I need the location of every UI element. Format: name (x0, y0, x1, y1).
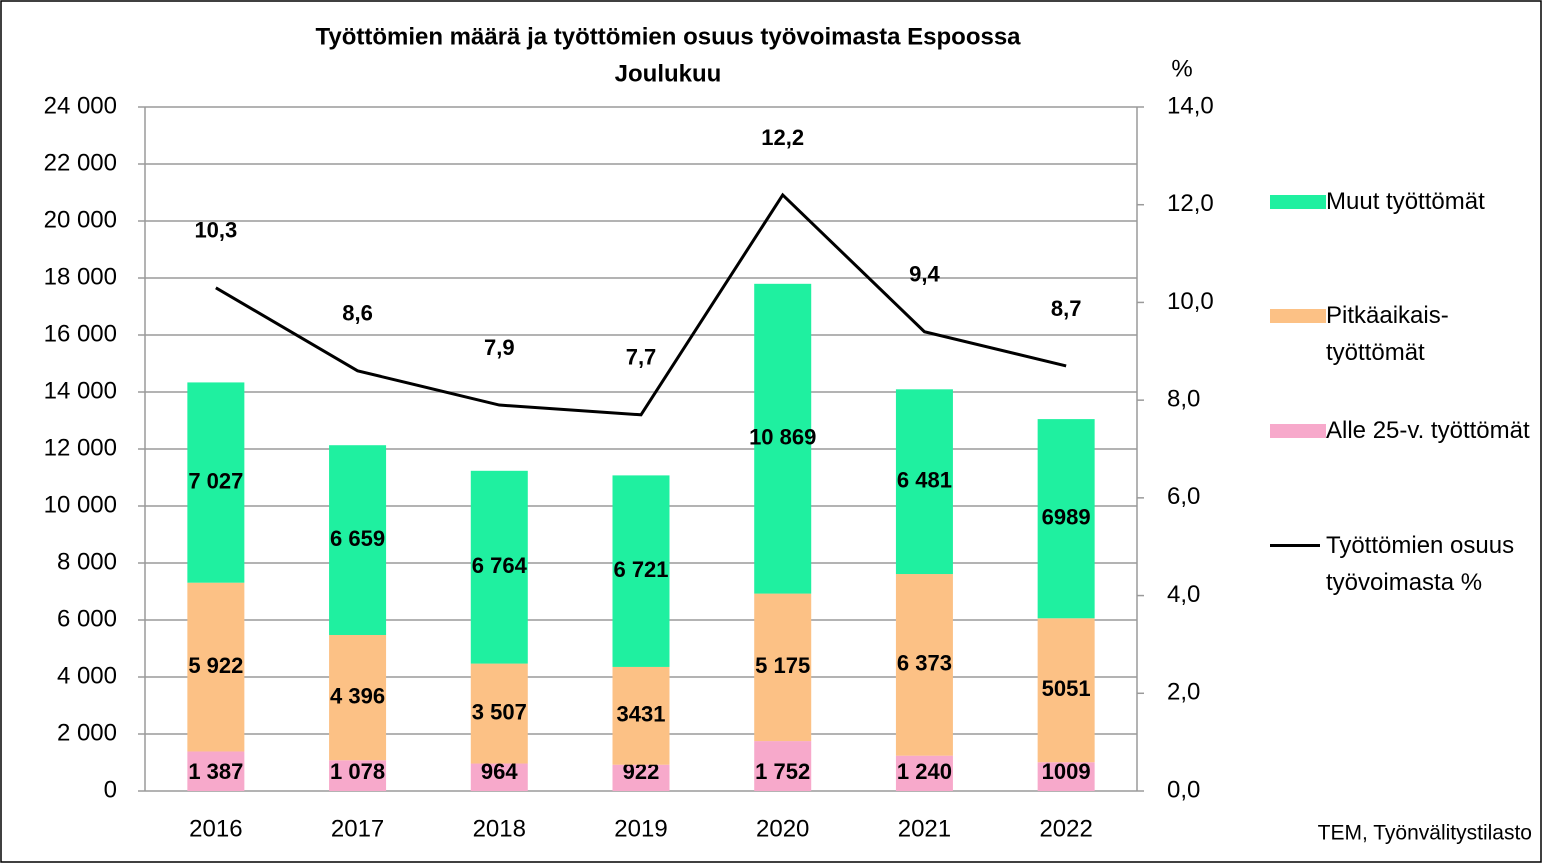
y-tick-label: 4 000 (57, 662, 117, 689)
y2-tick-label: 8,0 (1167, 385, 1200, 412)
legend-label: Alle 25-v. työttömät (1326, 417, 1530, 444)
legend-swatch (1270, 194, 1326, 209)
y-tick-label: 6 000 (57, 605, 117, 632)
data-label: 6 373 (897, 651, 952, 676)
data-label: 5 175 (755, 653, 810, 678)
bar-segment (612, 475, 670, 667)
source: TEM, Työnvälitystilasto (1318, 822, 1532, 845)
data-label: 5051 (1042, 676, 1091, 701)
bar-segment (329, 760, 387, 791)
y-tick-label: 20 000 (44, 206, 117, 233)
x-tick-label: 2017 (331, 815, 384, 842)
y2-tick-label: 4,0 (1167, 581, 1200, 608)
x-tick-label: 2018 (473, 815, 526, 842)
y-tick-label: 12 000 (44, 434, 117, 461)
data-label: 6 659 (330, 526, 385, 551)
legend-entry: Alle 25-v. työttömät (1270, 412, 1538, 449)
data-label: 6989 (1042, 505, 1091, 530)
line-label: 8,6 (342, 301, 373, 326)
legend-label: Pitkäaikais-työttömät (1326, 302, 1449, 366)
y-tick-label: 16 000 (44, 320, 117, 347)
bar-segment (1037, 618, 1095, 763)
bar-segment (754, 593, 812, 742)
bar-segment (187, 382, 245, 583)
x-tick-label: 2020 (756, 815, 809, 842)
data-label: 6 721 (613, 557, 668, 582)
bar-segment (895, 755, 953, 791)
chart-subtitle: Joulukuu (615, 60, 722, 87)
data-label: 1 078 (330, 759, 385, 784)
data-label: 3 507 (472, 699, 527, 724)
line (215, 192, 1067, 417)
y2-tick-label: 6,0 (1167, 483, 1200, 510)
data-label: 4 396 (330, 683, 385, 708)
data-label: 10 869 (749, 425, 816, 450)
y2-tick-label: 0,0 (1167, 776, 1200, 803)
data-label: 1 240 (897, 759, 952, 784)
line-label: 9,4 (909, 262, 940, 287)
y2-tick-label: 10,0 (1167, 288, 1214, 315)
line-label: 12,2 (761, 125, 804, 150)
bar-segment (612, 666, 670, 765)
y2-tick-label: 2,0 (1167, 679, 1200, 706)
y-tick-label: 8 000 (57, 548, 117, 575)
y-tick-label: 24 000 (44, 92, 117, 119)
bar-segment (470, 470, 528, 664)
y2-tick-label: 12,0 (1167, 190, 1214, 217)
x-tick-label: 2016 (189, 815, 242, 842)
bar-segment (895, 574, 953, 756)
data-label: 1009 (1042, 759, 1091, 784)
legend-swatch (1270, 308, 1326, 323)
legend: Muut työttömät Pitkäaikais-työttömät Alle … (1270, 0, 1542, 863)
x-tick-label: 2019 (614, 815, 667, 842)
bar-segment (754, 283, 812, 594)
bar-segment (1037, 419, 1095, 619)
line-label: 8,7 (1051, 296, 1082, 321)
data-label: 6 764 (472, 553, 528, 578)
legend-entry: Työttömien osuus työvoimasta % (1270, 527, 1538, 601)
bar-segment (612, 764, 670, 791)
bar-segment (1037, 762, 1095, 791)
data-label: 1 752 (755, 759, 810, 784)
legend-swatch (1270, 544, 1320, 547)
line-label: 7,7 (626, 345, 657, 370)
data-label: 5 922 (188, 653, 243, 678)
bar-segment (187, 582, 245, 752)
y-tick-label: 2 000 (57, 719, 117, 746)
x-tick-label: 2022 (1039, 815, 1092, 842)
legend-entry: Muut työttömät (1270, 183, 1538, 220)
x-tick-label: 2021 (898, 815, 951, 842)
y2-axis-label: % (1171, 55, 1192, 82)
y-tick-label: 10 000 (44, 491, 117, 518)
y-tick-label: 18 000 (44, 263, 117, 290)
y2-tick-label: 14,0 (1167, 92, 1214, 119)
data-label: 1 387 (188, 759, 243, 784)
bar-segment (329, 634, 387, 761)
line-label: 10,3 (194, 218, 237, 243)
line-label: 7,9 (484, 335, 515, 360)
bar-segment (895, 389, 953, 575)
bar-segment (470, 763, 528, 791)
legend-swatch (1270, 423, 1326, 438)
bar-segment (754, 741, 812, 791)
y-tick-label: 0 (104, 776, 117, 803)
y-tick-label: 22 000 (44, 149, 117, 176)
y-tick-label: 14 000 (44, 377, 117, 404)
legend-label: Työttömien osuus työvoimasta % (1326, 532, 1515, 596)
data-label: 7 027 (188, 468, 243, 493)
data-label: 6 481 (897, 467, 952, 492)
data-label: 3431 (617, 702, 666, 727)
bar-segment (187, 751, 245, 791)
chart-title: Työttömien määrä ja työttömien osuus työ… (315, 23, 1021, 50)
legend-label: Muut työttömät (1326, 188, 1485, 215)
legend-entry: Pitkäaikais-työttömät (1270, 297, 1538, 371)
bar-segment (329, 445, 387, 635)
bar-segment (470, 663, 528, 764)
